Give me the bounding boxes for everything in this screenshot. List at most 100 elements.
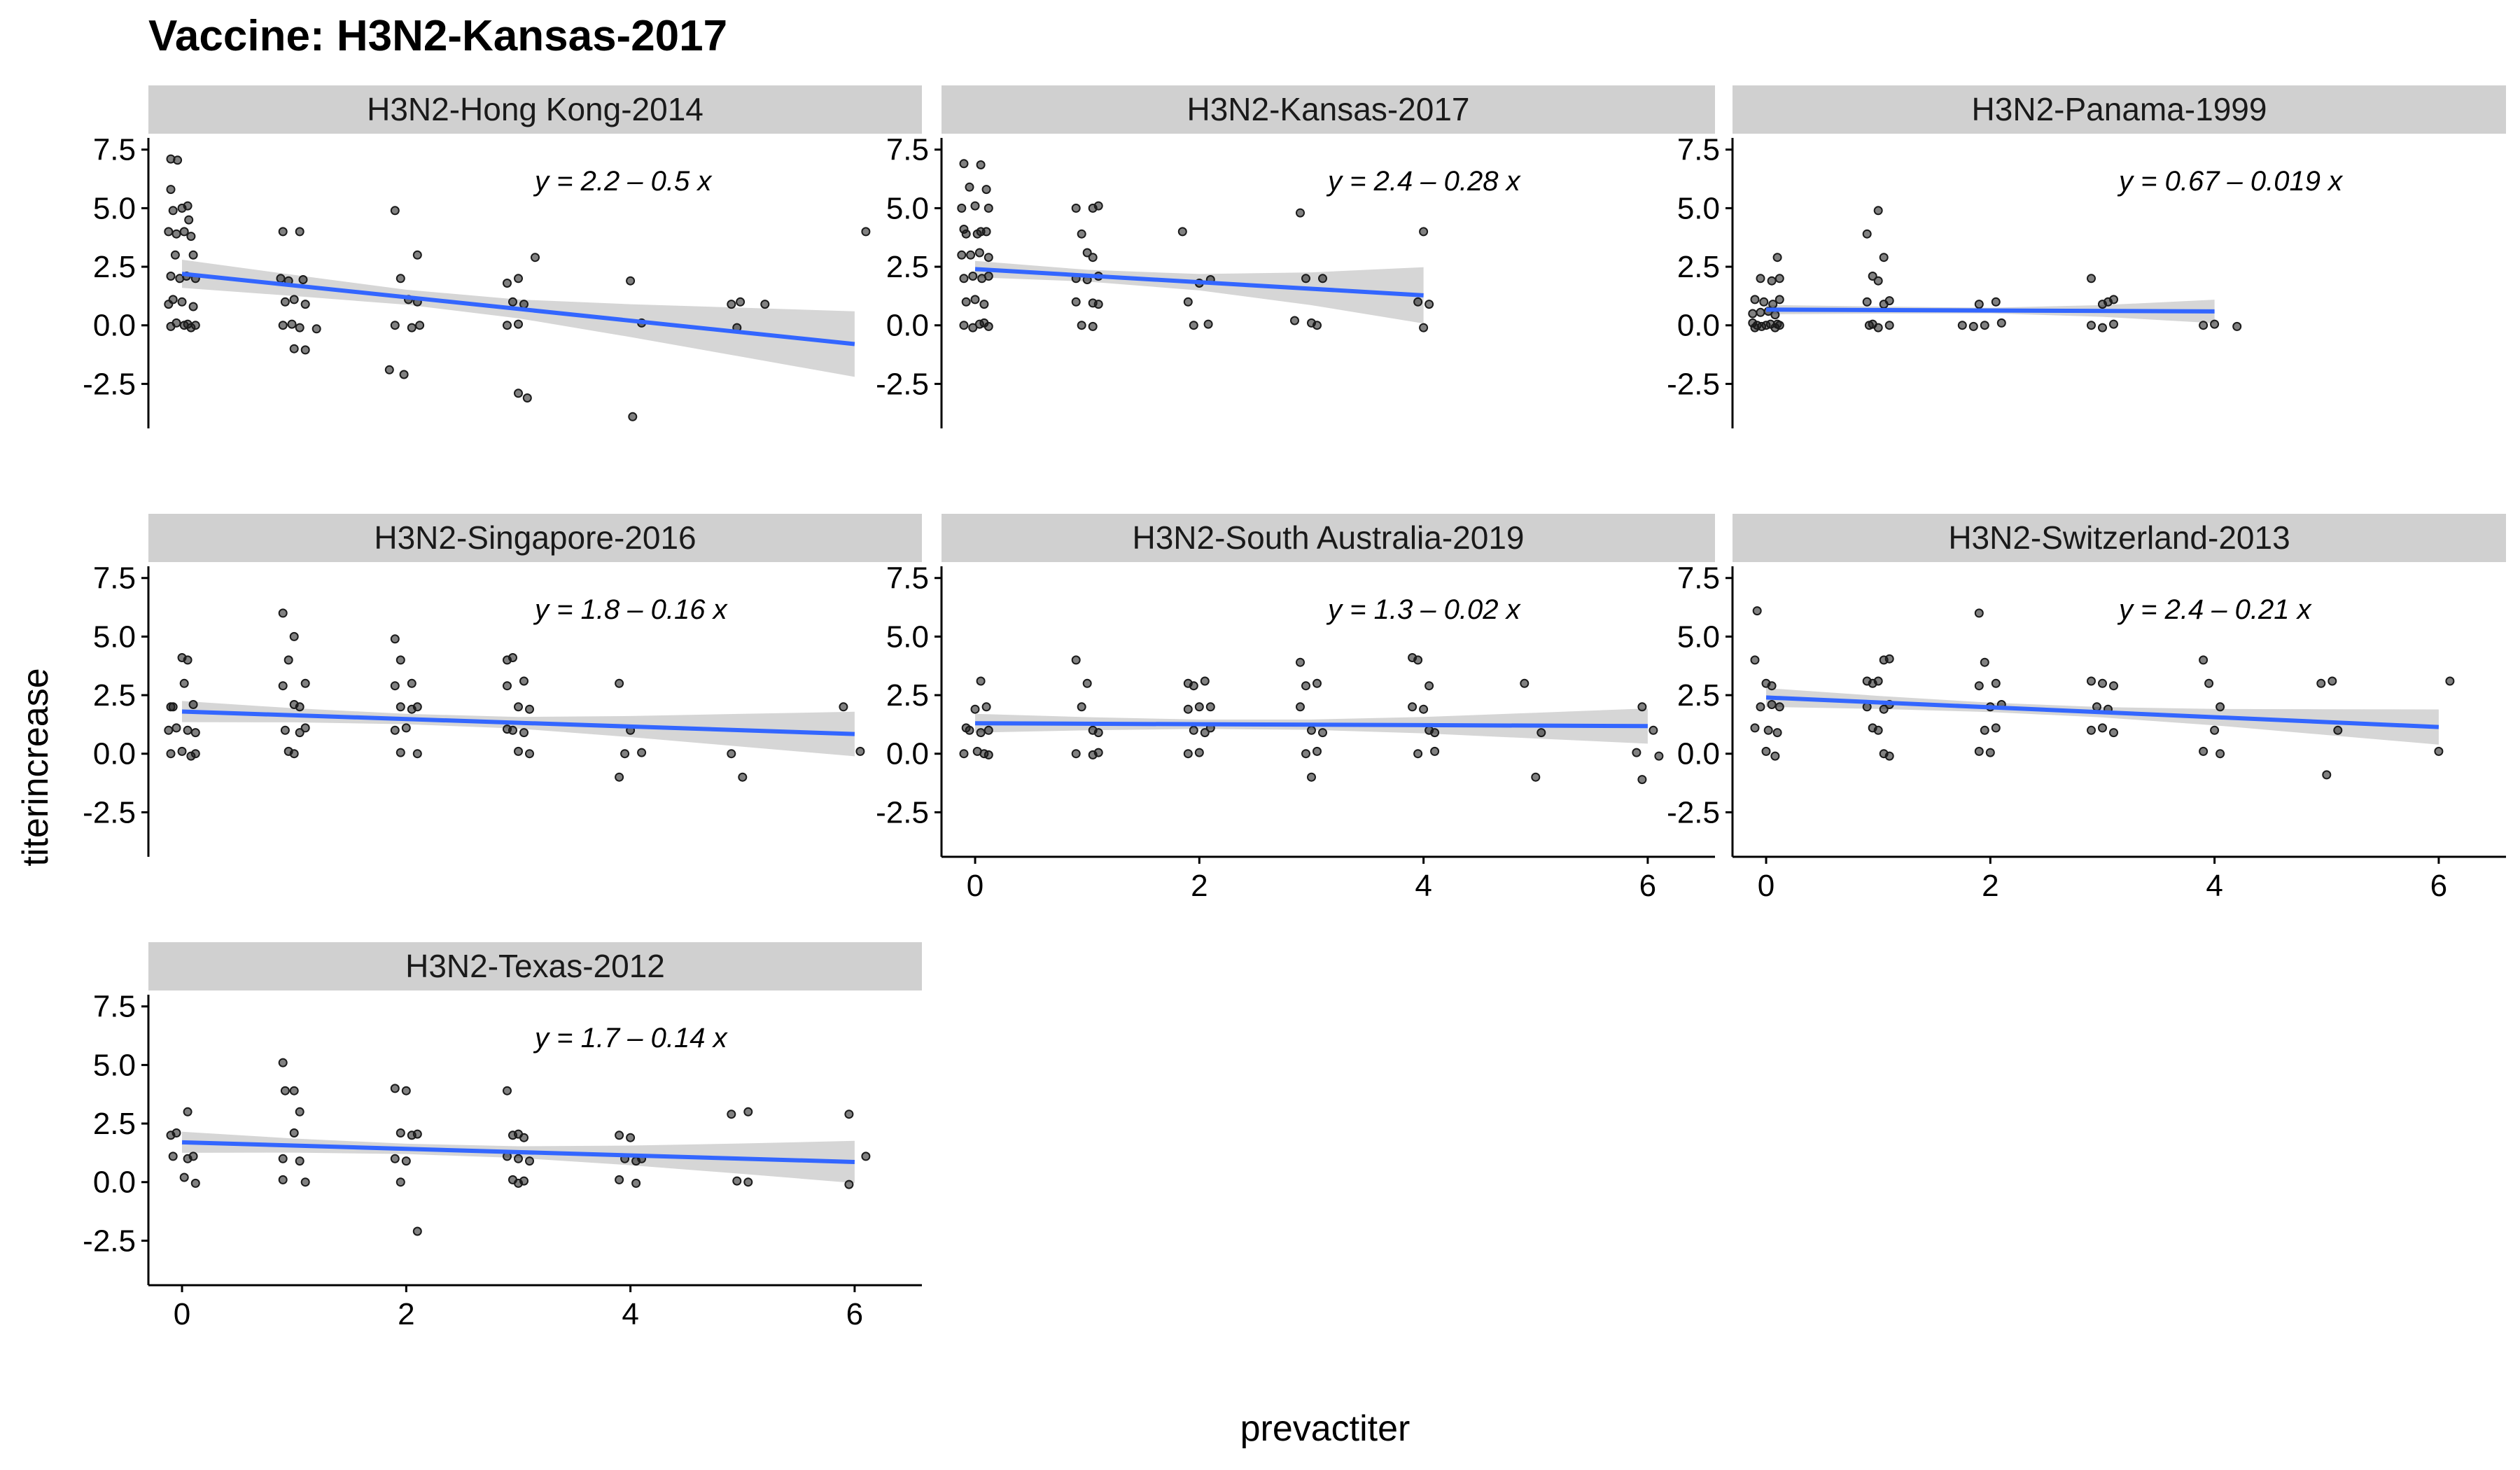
data-point [401,723,411,733]
data-point [1312,321,1322,330]
data-point [173,155,183,165]
x-tick-label: 4 [1415,869,1432,903]
x-tick-label: 0 [967,869,983,903]
data-point [970,201,980,211]
data-point [1974,746,1984,756]
data-point [179,227,189,237]
data-point [390,725,400,735]
facet-strip-label: H3N2-Hong Kong-2014 [367,91,704,127]
data-point [1991,297,2001,307]
data-point [959,749,969,759]
data-point [1873,206,1883,216]
data-point [289,1128,299,1138]
data-point [188,700,198,709]
data-point [396,1128,405,1138]
x-tick-label: 0 [1758,869,1774,903]
data-point [1071,297,1081,307]
regression-equation: y = 1.3 – 0.02 x [1326,594,1522,625]
confidence-band [182,701,855,757]
data-point [2333,725,2343,735]
data-point [957,250,967,260]
data-point [1093,300,1103,309]
data-point [401,1086,411,1096]
data-point [1093,201,1103,211]
data-point [503,279,512,288]
regression-equation: y = 2.2 – 0.5 x [533,166,713,197]
data-point [1868,723,1877,733]
data-point [287,319,297,329]
y-tick-label: 7.5 [1677,561,1720,596]
data-point [401,1156,411,1166]
data-point [519,300,528,309]
x-tick-label: 6 [846,1297,863,1331]
data-point [1183,749,1193,759]
data-point [278,608,288,618]
data-point [959,321,969,330]
data-point [522,393,532,402]
facet-panel: H3N2-Singapore-2016 y = 1.8 – 0.16 x 7.5 5.… [83,514,922,857]
data-point [278,1175,288,1184]
data-point [531,253,540,262]
data-point [626,1133,636,1142]
data-point [407,678,416,688]
data-point [1864,321,1874,330]
x-tick-label: 2 [398,1297,414,1331]
data-point [615,678,624,688]
x-tick-label: 2 [1191,869,1208,903]
data-point [519,676,528,686]
data-point [503,321,512,330]
data-point [166,272,176,281]
data-point [861,1152,871,1161]
data-point [1301,749,1310,759]
y-tick-label: 2.5 [93,678,136,713]
data-point [183,655,192,665]
data-point [1974,608,1984,618]
data-point [957,203,967,213]
y-tick-label: -2.5 [1667,795,1720,830]
data-point [312,324,321,334]
data-point [1082,248,1092,258]
data-point [164,300,174,309]
y-tick-label: 5.0 [93,191,136,225]
data-point [1312,746,1322,756]
data-point [2098,678,2107,688]
data-point [390,634,400,644]
data-point [2216,702,2225,712]
data-point [295,728,304,738]
data-point [289,1086,299,1096]
data-point [2328,676,2337,686]
data-point [959,159,969,169]
regression-equation: y = 2.4 – 0.21 x [2117,594,2313,625]
data-point [1296,657,1305,667]
data-point [179,678,189,688]
data-point [981,702,991,712]
data-point [1884,321,1894,330]
data-point [1183,704,1193,714]
data-point [514,746,523,756]
data-point [2098,723,2107,733]
data-point [280,725,290,735]
facet-strip-label: H3N2-Singapore-2016 [374,519,696,556]
data-point [979,318,989,328]
data-point [2210,319,2220,329]
data-point [976,160,986,169]
data-point [166,321,176,331]
data-point [1884,296,1894,306]
data-point [1290,316,1299,326]
y-tick-label: 5.0 [93,620,136,654]
data-point [514,1178,523,1188]
data-point [1318,728,1327,738]
data-point [961,297,971,307]
data-point [168,206,178,216]
data-point [396,655,405,665]
data-point [177,297,187,307]
data-point [278,321,288,330]
data-point [2210,725,2220,735]
data-point [295,1107,304,1116]
data-point [1759,297,1769,307]
data-point [166,749,176,759]
data-point [525,704,534,714]
data-point [1750,655,1760,665]
data-point [1980,725,1989,735]
